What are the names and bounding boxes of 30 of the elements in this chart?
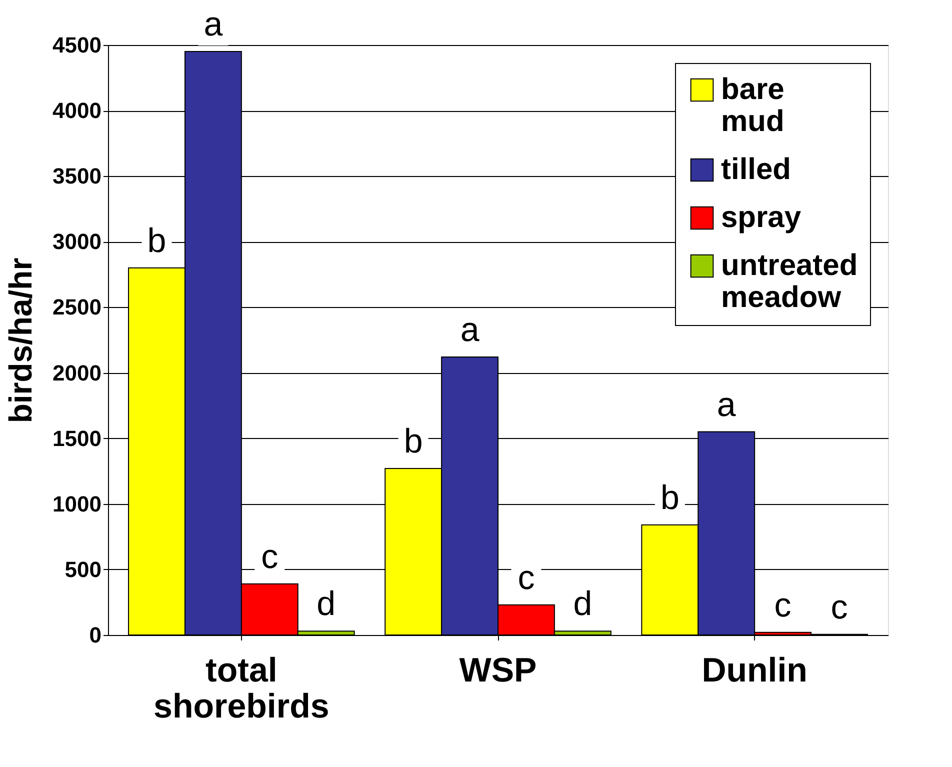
annotation: c: [518, 558, 535, 597]
x-tick-label: Dunlin: [702, 652, 808, 690]
x-tick-label: total shorebirds: [154, 652, 330, 726]
legend-label: untreated meadow: [721, 249, 858, 314]
y-tick-label: 500: [64, 556, 102, 582]
y-tick-label: 3500: [52, 164, 102, 189]
annotation: a: [204, 6, 223, 44]
legend-label: bare mud: [721, 73, 784, 138]
y-tick-label: 3000: [52, 229, 102, 254]
annotation: b: [404, 422, 423, 460]
y-tick-label: 4500: [52, 32, 102, 58]
annotation: c: [774, 586, 792, 624]
legend-label: tilled: [721, 153, 792, 186]
annotation: d: [316, 585, 336, 624]
y-tick-label: 1500: [52, 426, 102, 451]
y-tick-label: 2000: [52, 360, 102, 386]
annotation: a: [716, 386, 736, 424]
annotation: c: [261, 538, 278, 576]
y-tick-label: 4000: [52, 98, 102, 124]
y-axis-title: birds/ha/hr: [2, 258, 39, 424]
legend-label: spray: [721, 201, 802, 234]
annotation: b: [660, 478, 680, 517]
annotation: d: [573, 585, 592, 624]
x-tick-label: WSP: [459, 652, 537, 690]
annotation: b: [147, 222, 166, 260]
annotation: c: [830, 588, 848, 626]
annotation: a: [460, 311, 480, 350]
y-tick-label: 2500: [52, 294, 102, 320]
y-tick-label: 0: [89, 622, 102, 648]
y-tick-label: 1000: [52, 491, 102, 516]
